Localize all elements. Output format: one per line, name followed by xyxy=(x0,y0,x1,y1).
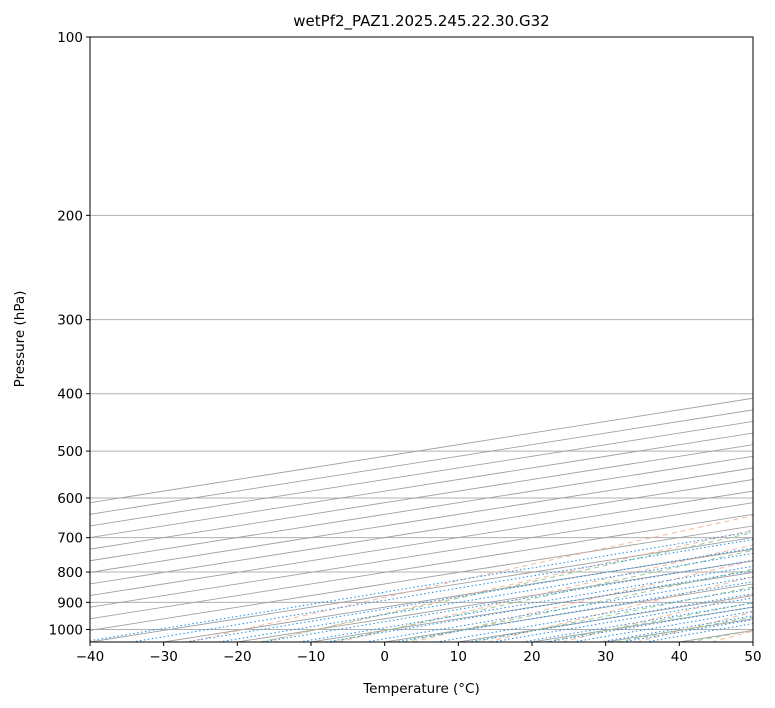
y-tick-label: 1000 xyxy=(49,622,83,638)
x-axis-label: Temperature (°C) xyxy=(362,681,480,697)
plot-area xyxy=(90,37,753,642)
isotherm-gridline xyxy=(90,525,753,631)
mixing-ratio-line xyxy=(90,531,753,642)
moist-adiabat xyxy=(403,568,753,642)
x-tick-label: 50 xyxy=(744,649,761,665)
mixing-ratio-line xyxy=(522,602,753,642)
y-tick-label: 600 xyxy=(57,491,83,507)
moist-adiabat xyxy=(331,549,753,642)
moist-adiabats xyxy=(260,532,753,642)
mixing-ratio-line xyxy=(467,593,753,642)
x-tick-label: 40 xyxy=(671,649,688,665)
y-tick-label: 700 xyxy=(57,531,83,547)
y-tick-label: 200 xyxy=(57,208,83,224)
plot-frame xyxy=(89,36,754,643)
isotherm-gridline xyxy=(90,502,753,608)
mixing-ratio-lines: 0.10.20.40.611.52346810131620253036 xyxy=(90,531,753,642)
dry-adiabat xyxy=(562,593,753,642)
isotherm-gridline xyxy=(90,513,753,620)
x-axis-ticks: −40 −30 −20 −10 0 10 20 30 40 50 xyxy=(76,642,762,665)
isotherm-gridline xyxy=(90,444,753,550)
y-tick-label: 500 xyxy=(57,444,83,460)
x-tick-label: −30 xyxy=(149,649,178,665)
y-tick-label: 400 xyxy=(57,387,83,403)
dry-adiabat xyxy=(487,576,753,642)
y-tick-label: 900 xyxy=(57,595,83,611)
mixing-ratio-line xyxy=(131,539,753,642)
isotherm-gridline xyxy=(90,537,753,642)
x-tick-label: 10 xyxy=(450,649,467,665)
x-tick-label: 20 xyxy=(523,649,540,665)
mixing-ratio-line xyxy=(492,597,753,642)
mixing-ratio-line xyxy=(218,552,753,642)
y-tick-label: 100 xyxy=(57,30,83,46)
chart-title: wetPf2_PAZ1.2025.245.22.30.G32 xyxy=(293,12,549,31)
mixing-ratio-line xyxy=(546,606,753,642)
isobar-grid xyxy=(90,37,753,630)
x-tick-label: −40 xyxy=(76,649,105,665)
isotherm-gridline xyxy=(90,455,753,562)
isotherm-gridline xyxy=(90,467,753,573)
y-tick-label: 800 xyxy=(57,565,83,581)
x-tick-label: −20 xyxy=(223,649,252,665)
y-tick-label: 300 xyxy=(57,313,83,329)
x-tick-label: 0 xyxy=(380,649,389,665)
isotherm-grid xyxy=(90,397,753,642)
isotherm-gridline xyxy=(90,490,753,597)
x-tick-label: −10 xyxy=(297,649,326,665)
moist-adiabat xyxy=(473,586,753,642)
isotherm-gridline xyxy=(752,641,753,642)
y-axis-ticks: 100 200 300 400 500 600 700 800 900 1000 xyxy=(49,30,90,638)
mixing-ratio-line xyxy=(436,588,753,642)
isotherm-gridline xyxy=(90,479,753,585)
y-axis-label: Pressure (hPa) xyxy=(12,291,28,388)
x-tick-label: 30 xyxy=(597,649,614,665)
